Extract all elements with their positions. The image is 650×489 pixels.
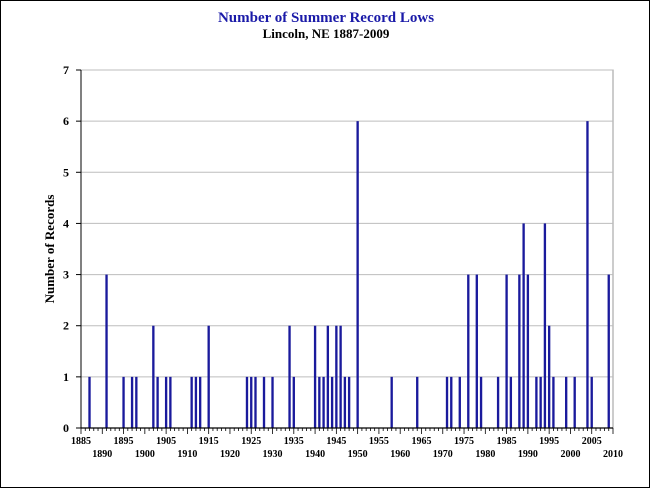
x-tick-label: 1940 xyxy=(305,449,325,460)
y-tick-label: 1 xyxy=(63,370,69,384)
grid-layer xyxy=(80,69,614,429)
tick-labels-layer: 0 1 2 3 4 5 6 7 1885 1895 1905 1915 1925 1935 1945 1955… xyxy=(63,63,623,460)
y-tick-label: 6 xyxy=(63,114,69,128)
bar xyxy=(313,325,317,428)
x-tick-label: 1975 xyxy=(454,436,474,447)
bar xyxy=(505,274,508,428)
bar xyxy=(547,325,551,428)
bar xyxy=(169,376,172,428)
bar xyxy=(292,376,295,428)
bar xyxy=(573,376,576,428)
bar xyxy=(343,376,347,428)
chart-title: Number of Summer Record Lows xyxy=(218,10,434,26)
x-tick-label: 1910 xyxy=(177,449,197,460)
x-tick-label: 1955 xyxy=(369,436,389,447)
bar xyxy=(326,325,330,428)
bars-layer xyxy=(88,121,610,429)
axis-layer xyxy=(76,69,614,434)
bar xyxy=(467,274,470,428)
bar xyxy=(390,376,393,428)
bar xyxy=(164,376,168,428)
bar xyxy=(339,325,342,428)
y-tick-label: 7 xyxy=(63,63,69,77)
bar xyxy=(450,376,453,428)
bar xyxy=(522,223,525,428)
chart-subtitle: Lincoln, NE 1887-2009 xyxy=(263,26,390,41)
bar xyxy=(135,376,138,428)
bar xyxy=(254,376,257,428)
bar xyxy=(445,376,449,428)
bar xyxy=(105,274,108,428)
x-tick-label: 1990 xyxy=(518,449,538,460)
bar xyxy=(152,325,155,428)
x-tick-label: 1895 xyxy=(114,436,134,447)
x-tick-label: 1970 xyxy=(433,449,453,460)
y-tick-label: 2 xyxy=(63,319,69,333)
bar xyxy=(590,376,593,428)
bar xyxy=(271,376,274,428)
bar xyxy=(262,376,266,428)
y-tick-label: 4 xyxy=(63,216,69,230)
bar xyxy=(88,376,91,428)
bar xyxy=(288,325,291,428)
bar xyxy=(156,376,159,428)
bar xyxy=(607,274,610,428)
bar xyxy=(535,376,538,428)
x-tick-label: 1980 xyxy=(475,449,495,460)
bar xyxy=(475,274,478,428)
bar xyxy=(518,274,521,428)
x-tick-label: 1985 xyxy=(497,436,517,447)
y-tick-label: 0 xyxy=(63,421,69,435)
x-tick-label: 2005 xyxy=(582,436,602,447)
bar xyxy=(458,376,461,428)
bar xyxy=(356,121,359,429)
bar xyxy=(416,376,419,428)
bar xyxy=(496,376,500,428)
x-tick-label: 1900 xyxy=(135,449,155,460)
bar xyxy=(318,376,321,428)
bar xyxy=(543,223,547,428)
bar xyxy=(526,274,530,428)
y-tick-label: 5 xyxy=(63,165,69,179)
bar xyxy=(130,376,134,428)
bar xyxy=(552,376,555,428)
bar xyxy=(198,376,202,428)
x-tick-label: 2000 xyxy=(560,449,580,460)
x-tick-label: 1950 xyxy=(348,449,368,460)
x-tick-label: 1885 xyxy=(71,436,91,447)
bar xyxy=(479,376,483,428)
x-tick-label: 2010 xyxy=(603,449,623,460)
bar xyxy=(122,376,125,428)
x-tick-label: 1995 xyxy=(539,436,559,447)
bar xyxy=(565,376,568,428)
x-tick-label: 1960 xyxy=(390,449,410,460)
x-tick-label: 1945 xyxy=(326,436,346,447)
x-tick-label: 1925 xyxy=(241,436,261,447)
y-tick-label: 3 xyxy=(63,268,69,282)
x-tick-label: 1935 xyxy=(284,436,304,447)
x-tick-label: 1905 xyxy=(156,436,176,447)
bar xyxy=(335,325,338,428)
bar xyxy=(586,121,589,429)
bar xyxy=(347,376,351,428)
x-tick-label: 1920 xyxy=(220,449,240,460)
y-axis-label: Number of Records xyxy=(42,195,57,304)
bar xyxy=(539,376,542,428)
bar xyxy=(190,376,193,428)
x-tick-label: 1915 xyxy=(199,436,219,447)
bar xyxy=(250,376,253,428)
plot-area xyxy=(80,69,614,429)
bar xyxy=(207,325,210,428)
bar xyxy=(245,376,249,428)
bar xyxy=(330,376,334,428)
bar xyxy=(194,376,198,428)
bar xyxy=(509,376,513,428)
x-tick-label: 1965 xyxy=(411,436,431,447)
x-tick-label: 1890 xyxy=(92,449,112,460)
x-tick-label: 1930 xyxy=(263,449,283,460)
bar xyxy=(322,376,325,428)
